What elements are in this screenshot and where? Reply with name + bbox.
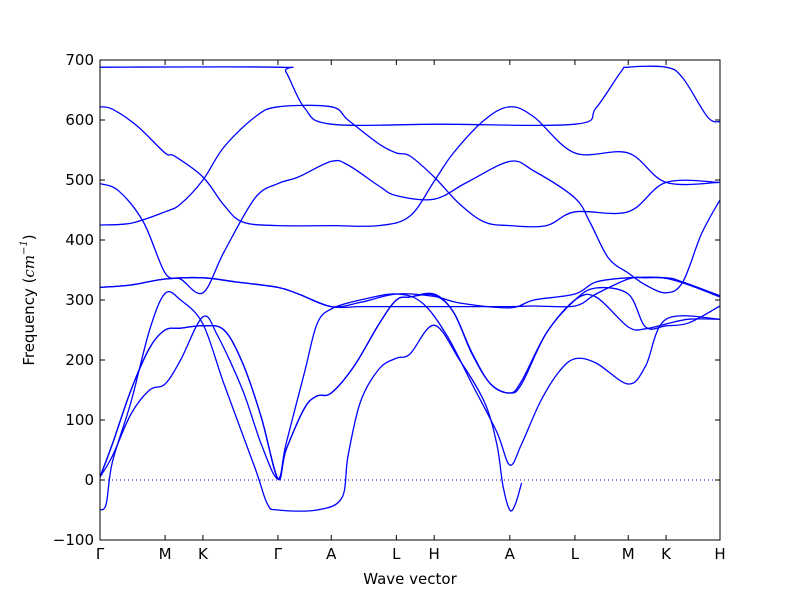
- y-tick-label: −100: [53, 531, 94, 549]
- y-tick-label: 0: [84, 471, 94, 489]
- x-tick-label: L: [571, 545, 580, 563]
- y-tick-label: 300: [65, 291, 94, 309]
- y-axis-label-unit: cm: [20, 255, 38, 278]
- x-tick-label: H: [429, 545, 440, 563]
- phonon-branch-8: [100, 293, 720, 481]
- y-axis-label-suffix: ): [20, 234, 38, 240]
- y-axis-label-exponent: −1: [19, 240, 30, 255]
- phonon-branch-9: [100, 293, 720, 480]
- x-tick-label: L: [392, 545, 401, 563]
- y-axis-label: Frequency (cm−1): [19, 234, 38, 365]
- phonon-branch-10: [100, 290, 523, 512]
- phonon-branch-3: [100, 104, 720, 228]
- x-tick-label: A: [326, 545, 337, 563]
- x-tick-label: M: [622, 545, 635, 563]
- y-tick-label: 600: [65, 111, 94, 129]
- x-tick-label: M: [159, 545, 172, 563]
- phonon-branch-4: [100, 159, 720, 295]
- phonon-branch-1: [100, 65, 720, 127]
- y-axis-ticks: −100 0 100 200 300 400 500 600 700: [53, 51, 720, 549]
- y-tick-label: 700: [65, 51, 94, 69]
- y-axis-label-prefix: Frequency (: [20, 278, 38, 366]
- x-tick-label: K: [198, 545, 209, 563]
- x-tick-label: A: [505, 545, 516, 563]
- series-layer: [100, 65, 720, 512]
- y-tick-label: 200: [65, 351, 94, 369]
- phonon-branch-2: [100, 106, 720, 227]
- phonon-branch-6: [100, 276, 720, 309]
- y-tick-label: 500: [65, 171, 94, 189]
- x-tick-label: Γ: [96, 545, 105, 563]
- x-tick-label: K: [661, 545, 672, 563]
- plot-frame: [99, 59, 721, 541]
- x-axis-label: Wave vector: [363, 570, 457, 588]
- y-tick-label: 400: [65, 231, 94, 249]
- x-tick-label: H: [714, 545, 725, 563]
- y-tick-label: 100: [65, 411, 94, 429]
- x-tick-label: Γ: [274, 545, 283, 563]
- plot-area: −100 0 100 200 300 400 500 600 700 Γ M K Γ A L H A L M K H: [53, 51, 726, 563]
